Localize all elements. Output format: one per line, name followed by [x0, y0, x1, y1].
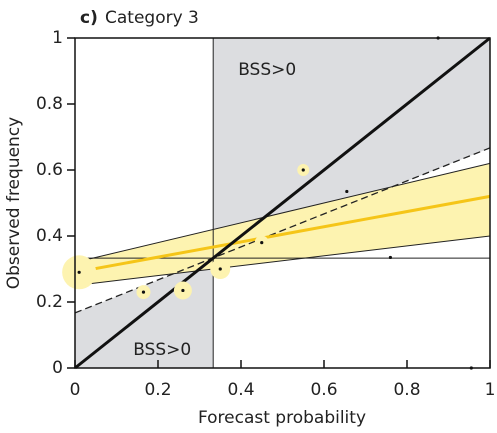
annotation: BSS>0 — [238, 60, 296, 80]
confidence-band — [75, 163, 490, 286]
x-tick-label: 0.6 — [310, 380, 337, 400]
point — [388, 255, 392, 260]
point — [260, 241, 264, 245]
point — [218, 267, 222, 271]
point — [77, 270, 81, 274]
y-tick-label: 0.6 — [36, 160, 63, 180]
point — [345, 189, 349, 194]
regression-line — [74, 194, 491, 274]
y-tick-label: 0.2 — [36, 292, 63, 312]
y-tick-label: 0.8 — [36, 94, 63, 114]
band-edge — [74, 235, 491, 286]
point — [301, 168, 305, 172]
annotation: BSS>0 — [133, 340, 191, 360]
plot-frame — [74, 37, 491, 369]
y-axis-label: Observed frequency — [4, 117, 24, 289]
x-tick-label: 0.4 — [227, 380, 254, 400]
no-skill-line — [74, 147, 491, 314]
x-tick-label: 0.2 — [144, 380, 171, 400]
point — [141, 290, 146, 294]
y-tick-label: 0.4 — [36, 226, 63, 246]
y-tick-label: 0 — [52, 358, 63, 378]
perfect-reliability-line — [74, 36, 491, 370]
y-tick-label: 1 — [52, 28, 63, 48]
chart-title: Category 3 — [105, 8, 199, 28]
x-tick-label: 0.8 — [393, 380, 420, 400]
x-axis-label: Forecast probability — [198, 408, 366, 428]
point — [181, 288, 185, 293]
x-tick-label: 1 — [485, 380, 496, 400]
band-edge — [74, 162, 491, 263]
title-label: c) — [80, 8, 98, 28]
x-tick-label: 0 — [70, 380, 81, 400]
